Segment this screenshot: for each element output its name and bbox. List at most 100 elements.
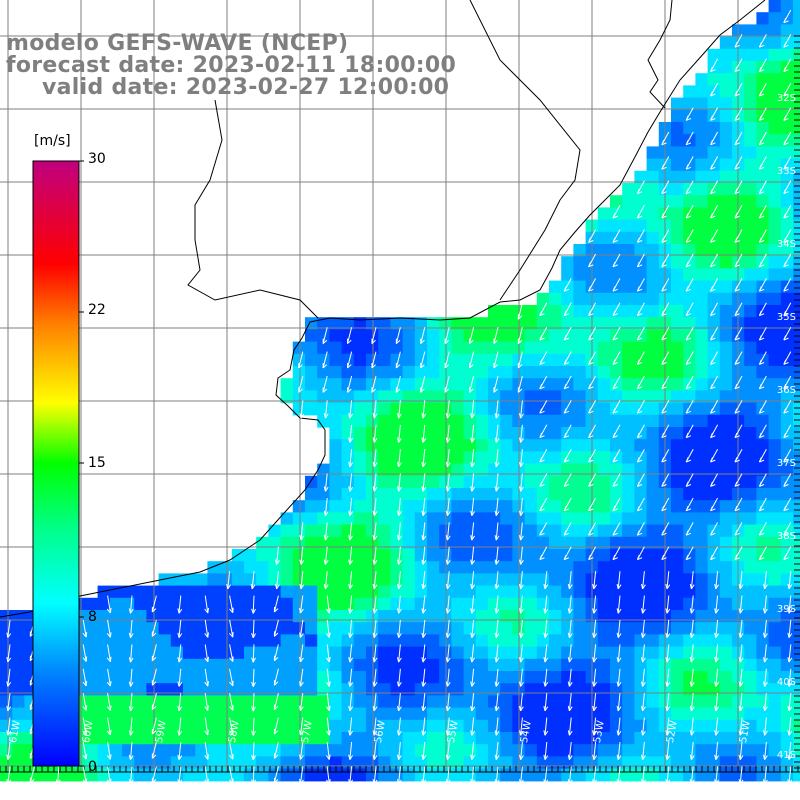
wind-arrow <box>273 595 279 613</box>
wind-speed-cell <box>780 195 794 208</box>
wind-arrow <box>6 668 12 687</box>
wind-arrow <box>470 595 476 614</box>
wind-speed-cell <box>427 610 440 623</box>
wind-speed-cell <box>671 414 684 428</box>
wind-arrow <box>783 522 792 536</box>
wind-speed-cell <box>427 414 440 428</box>
wind-speed-cell <box>549 378 562 391</box>
wind-speed-cell <box>744 744 757 757</box>
wind-speed-cell <box>671 500 684 513</box>
wind-speed-cell <box>622 292 635 306</box>
wind-speed-cell <box>366 427 379 440</box>
wind-speed-cell <box>561 658 574 672</box>
wind-speed-cell <box>561 317 574 330</box>
wind-speed-cell <box>97 646 111 660</box>
wind-speed-cell <box>414 658 428 672</box>
wind-speed-cell <box>561 634 574 648</box>
wind-arrow <box>543 644 549 663</box>
wind-speed-cell <box>646 475 660 489</box>
wind-speed-cell <box>366 634 379 648</box>
wind-speed-cell <box>244 597 257 611</box>
wind-arrow <box>539 522 548 536</box>
wind-arrow <box>641 595 646 614</box>
wind-speed-cell <box>317 634 330 648</box>
wind-speed-cell <box>341 707 355 721</box>
wind-speed-cell <box>305 366 318 379</box>
wind-arrow <box>421 522 427 541</box>
wind-speed-cell <box>695 170 709 184</box>
wind-speed-cell <box>707 146 721 160</box>
wind-speed-cell <box>329 524 343 538</box>
wind-speed-cell <box>366 671 379 684</box>
wind-speed-cell <box>366 402 379 416</box>
wind-speed-cell <box>634 231 648 245</box>
wind-speed-cell <box>500 756 513 770</box>
wind-speed-cell <box>536 353 550 367</box>
wind-speed-cell <box>195 610 208 623</box>
wind-speed-cell <box>646 744 660 757</box>
wind-speed-cell <box>183 597 196 611</box>
wind-arrow <box>616 668 622 687</box>
wind-speed-cell <box>256 536 269 550</box>
wind-speed-cell <box>353 634 367 648</box>
wind-speed-cell <box>610 475 623 489</box>
wind-speed-cell <box>573 573 587 587</box>
wind-arrow <box>397 619 402 638</box>
wind-speed-cell <box>305 402 318 416</box>
wind-arrow <box>612 497 621 512</box>
wind-speed-cell <box>463 549 477 562</box>
wind-arrow <box>251 766 256 785</box>
wind-arrow <box>395 375 401 393</box>
wind-speed-cell <box>597 488 611 501</box>
wind-arrow <box>494 595 500 614</box>
wind-speed-cell <box>158 695 172 709</box>
wind-speed-cell <box>256 634 269 648</box>
wind-speed-cell <box>109 695 123 709</box>
wind-arrow <box>494 619 500 638</box>
wind-speed-cell <box>646 414 660 428</box>
wind-speed-cell <box>573 597 587 611</box>
wind-arrow <box>592 619 598 638</box>
wind-arrow <box>543 766 549 785</box>
wind-arrow <box>444 327 450 344</box>
wind-speed-cell <box>195 671 208 684</box>
wind-arrow <box>665 595 671 614</box>
wind-speed-cell <box>634 719 648 733</box>
wind-speed-cell <box>744 732 757 745</box>
wind-speed-cell <box>549 646 562 660</box>
wind-arrow <box>106 693 112 711</box>
wind-speed-cell <box>744 597 757 611</box>
wind-speed-cell <box>366 451 379 465</box>
wind-speed-cell <box>329 463 343 477</box>
wind-speed-cell <box>622 329 635 343</box>
wind-arrow <box>783 302 792 317</box>
wind-speed-cell <box>414 744 428 757</box>
wind-arrow <box>710 107 719 121</box>
wind-arrow <box>421 571 427 590</box>
wind-speed-cell <box>707 353 721 367</box>
wind-speed-cell <box>610 280 623 294</box>
wind-speed-cell <box>671 353 684 367</box>
wind-arrow <box>685 204 694 219</box>
wind-speed-cell <box>707 109 721 123</box>
wind-speed-cell <box>329 536 343 550</box>
wind-speed-cell <box>402 622 416 635</box>
wind-speed-cell <box>317 573 330 587</box>
wind-arrow <box>445 619 451 638</box>
wind-speed-cell <box>671 207 684 221</box>
wind-speed-cell <box>536 329 550 343</box>
wind-speed-cell <box>219 695 233 709</box>
wind-arrow <box>612 351 621 365</box>
wind-speed-cell <box>475 695 489 709</box>
wind-speed-cell <box>719 658 733 672</box>
wind-speed-cell <box>500 378 513 391</box>
wind-speed-cell <box>183 683 196 696</box>
wind-speed-cell <box>353 671 367 684</box>
wind-speed-cell <box>707 488 721 501</box>
wind-speed-cell <box>622 378 635 391</box>
wind-speed-cell <box>475 463 489 477</box>
wind-arrow <box>665 717 671 736</box>
wind-arrow <box>494 644 500 663</box>
wind-speed-cell <box>780 183 794 196</box>
wind-speed-cell <box>695 292 709 306</box>
